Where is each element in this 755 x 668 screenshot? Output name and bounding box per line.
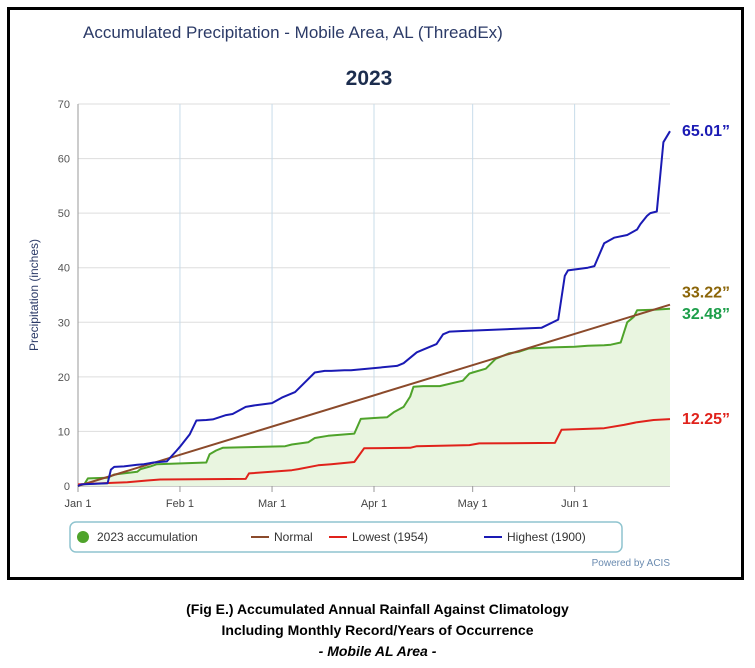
series-line-lowest-1954 — [77, 418, 671, 486]
end-value-label: 12.25” — [682, 411, 730, 428]
y-axis-label: Precipitation (inches) — [27, 239, 41, 351]
chart-subtitle: 2023 — [346, 67, 393, 90]
legend-item-label: Normal — [274, 530, 313, 544]
end-value-label: 33.22” — [682, 285, 730, 302]
y-tick-label: 50 — [58, 208, 70, 220]
series-line-2023-accumulation — [77, 307, 671, 487]
x-tick-label: Jan 1 — [65, 498, 92, 510]
credit-text: Powered by ACIS — [592, 558, 671, 569]
y-tick-label: 30 — [58, 317, 70, 329]
end-value-label: 65.01” — [682, 123, 730, 140]
legend-item-label: Highest (1900) — [507, 530, 586, 544]
chart-frame: Accumulated Precipitation - Mobile Area,… — [7, 7, 744, 580]
y-tick-label: 20 — [58, 372, 70, 384]
caption-line-3: - Mobile AL Area - — [318, 643, 437, 659]
chart-title: Accumulated Precipitation - Mobile Area,… — [83, 23, 503, 42]
legend-marker — [77, 531, 89, 543]
y-tick-label: 40 — [58, 263, 70, 275]
series-area-2023 — [78, 308, 670, 486]
x-tick-label: Feb 1 — [166, 498, 194, 510]
x-tick-label: May 1 — [458, 498, 488, 510]
legend-item-label: Lowest (1954) — [352, 530, 428, 544]
series-line-highest-1900 — [77, 130, 671, 487]
caption-line-1: (Fig E.) Accumulated Annual Rainfall Aga… — [186, 601, 569, 617]
x-tick-label: Jun 1 — [561, 498, 588, 510]
end-value-label: 32.48” — [682, 306, 730, 323]
series-line-normal — [77, 303, 671, 487]
y-tick-label: 10 — [58, 426, 70, 438]
caption-line-2: Including Monthly Record/Years of Occurr… — [221, 622, 534, 638]
y-tick-label: 0 — [64, 481, 70, 493]
y-tick-label: 70 — [58, 99, 70, 111]
chart: Accumulated Precipitation - Mobile Area,… — [27, 23, 730, 569]
x-tick-label: Apr 1 — [361, 498, 387, 510]
x-tick-label: Mar 1 — [258, 498, 286, 510]
legend-item-label: 2023 accumulation — [97, 530, 198, 544]
y-tick-label: 60 — [58, 154, 70, 166]
